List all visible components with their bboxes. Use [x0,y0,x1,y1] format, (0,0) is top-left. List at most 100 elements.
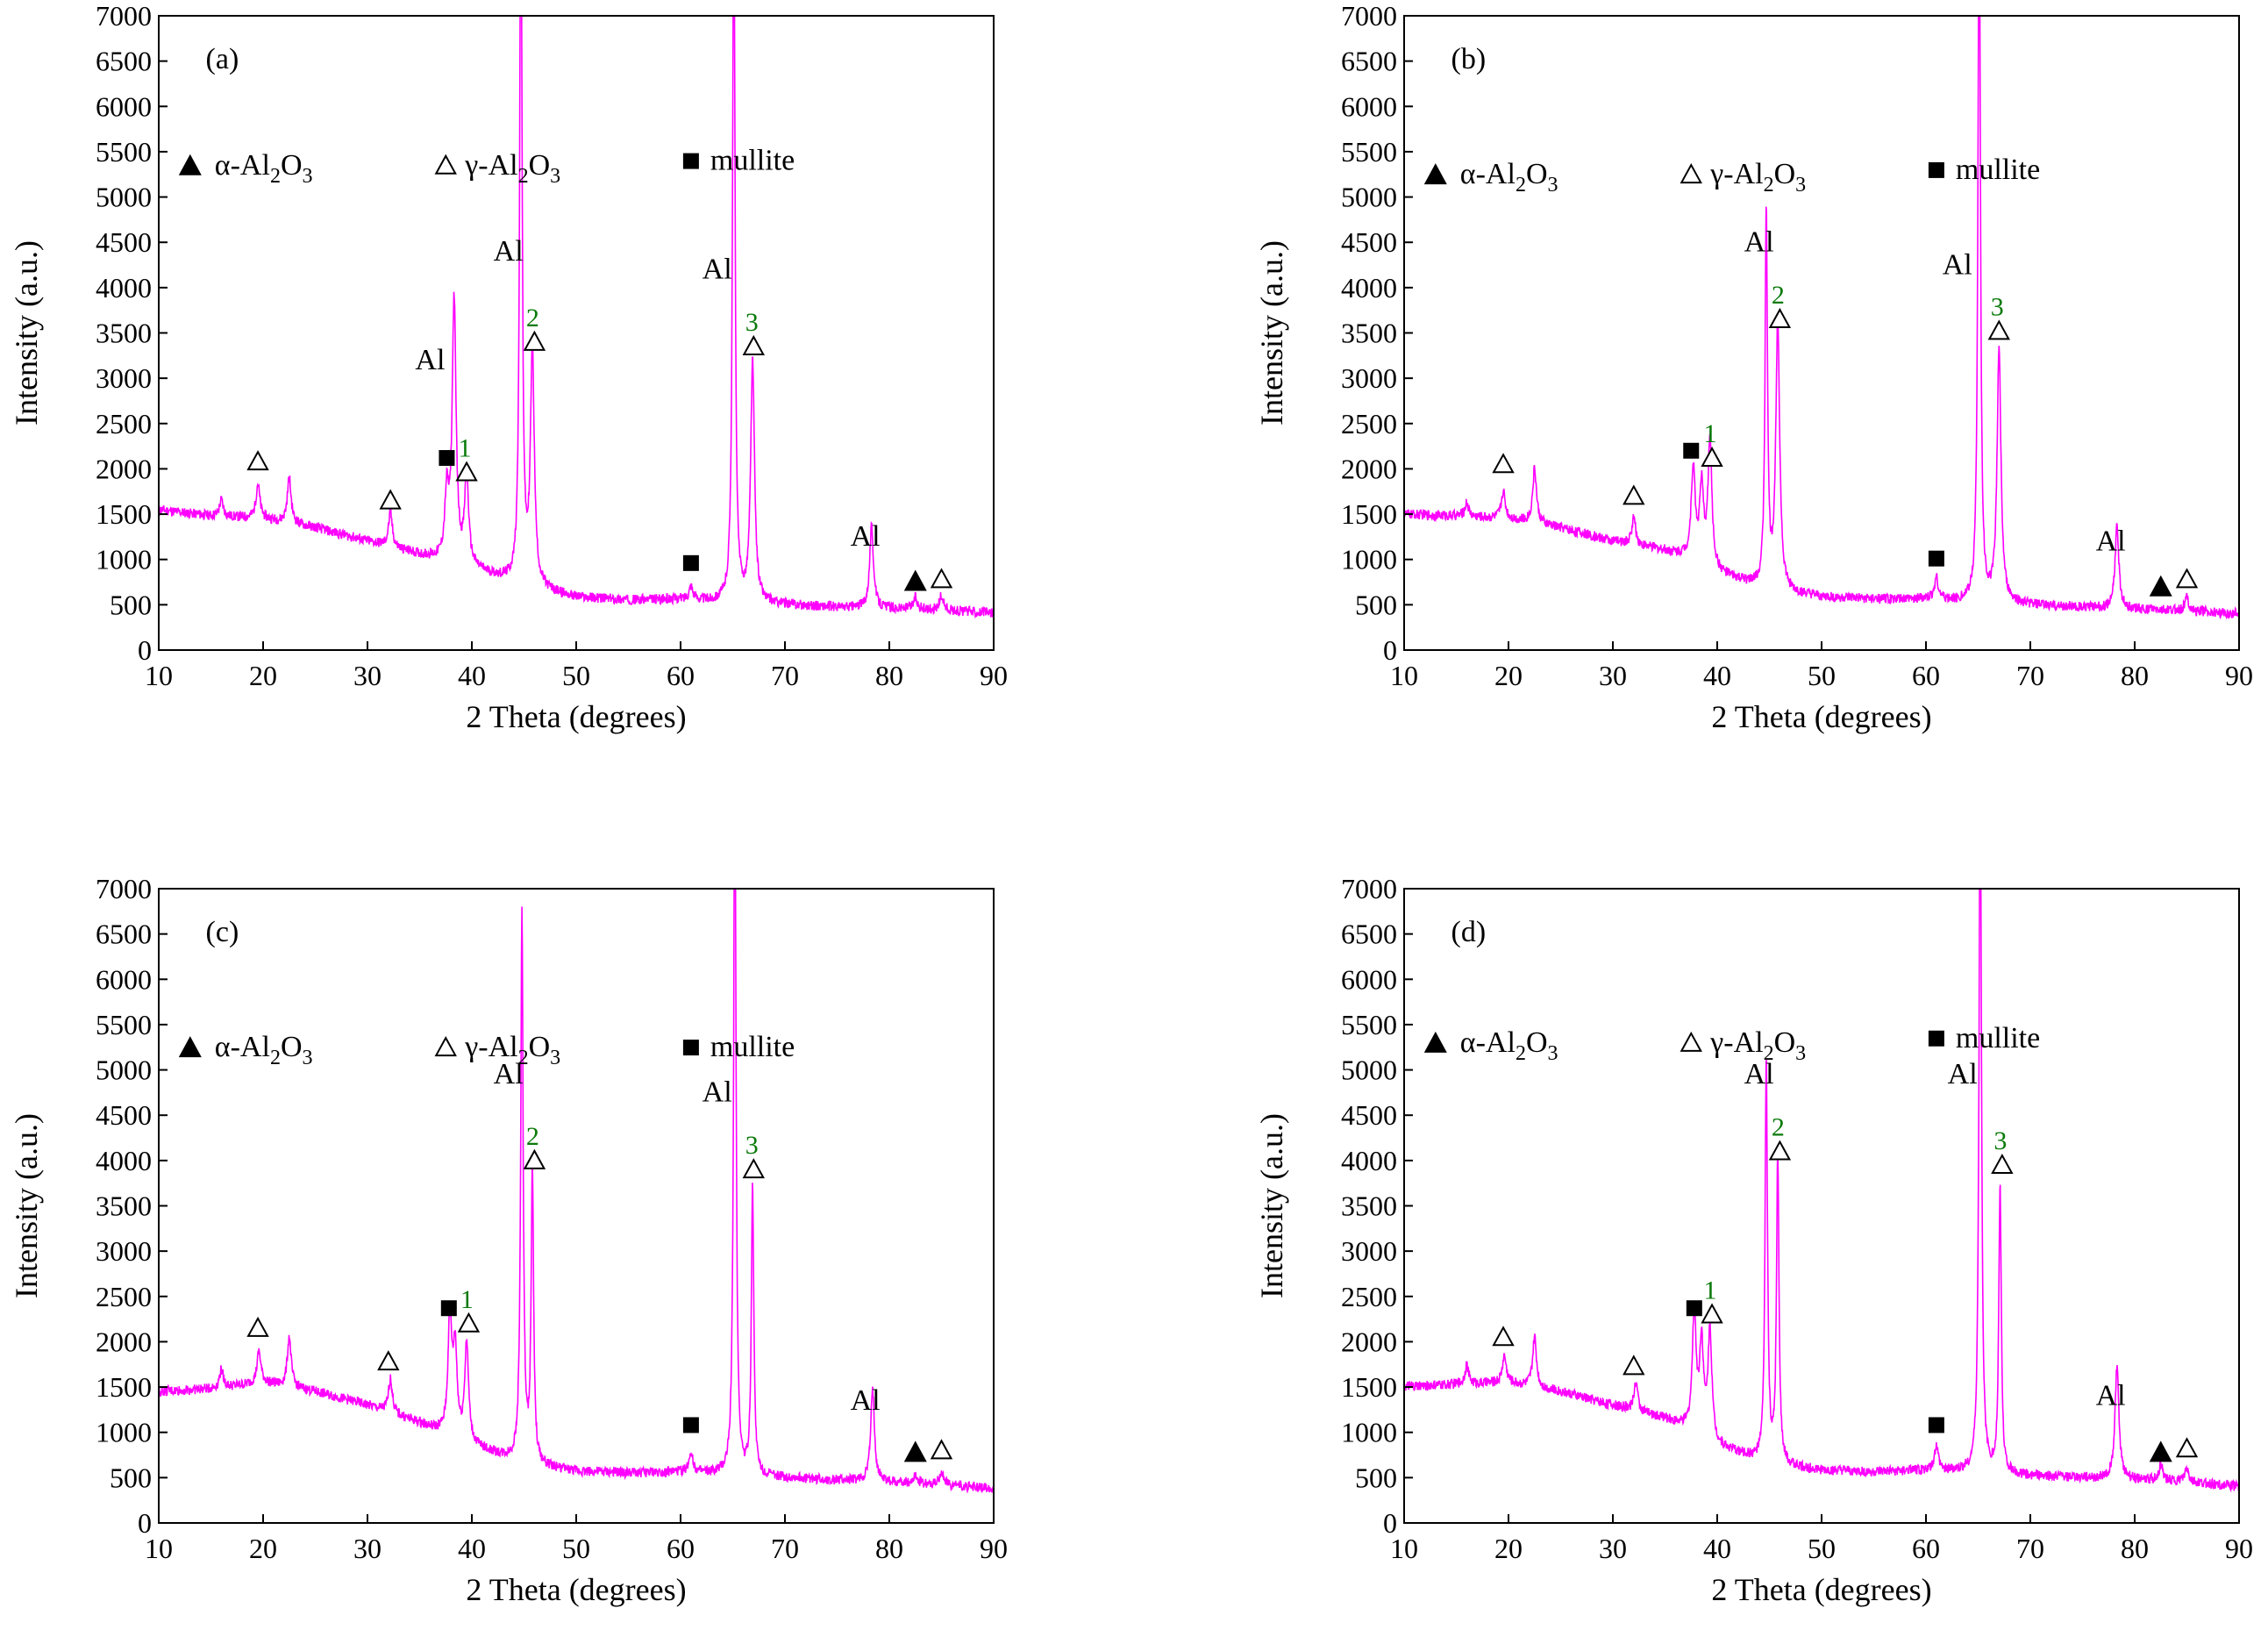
x-tick-label: 50 [562,660,590,691]
gamma-marker [1768,1140,1792,1161]
x-tick-label: 70 [771,1533,799,1564]
gamma-marker [742,334,765,355]
x-tick-label: 50 [1808,660,1836,691]
y-tick-label: 3500 [1341,1190,1397,1222]
legend-mullite-label: mullite [710,145,795,177]
y-tick-label: 7000 [1341,0,1397,32]
legend-gamma-label: γ-Al2O3 [464,1031,560,1069]
legend-text-part: γ-Al [464,1031,517,1063]
peak-number: 1 [1704,419,1717,448]
gamma-marker [930,568,953,589]
legend-subscript: 3 [1795,174,1806,197]
x-tick-label: 90 [980,660,1008,691]
x-axis-title: 2 Theta (degrees) [1711,699,1931,734]
alpha-marker [178,1036,202,1058]
x-tick-label: 80 [2121,1533,2149,1564]
x-tick-label: 50 [562,1533,590,1564]
legend-subscript: 2 [1516,1042,1526,1065]
y-tick-label: 4500 [96,1099,152,1131]
y-tick-label: 4500 [1341,1099,1397,1131]
gamma-marker [1492,453,1515,474]
xrd-trace [159,889,994,1494]
y-tick-label: 4000 [1341,272,1397,304]
x-tick-label: 40 [1703,1533,1731,1564]
x-tick-label: 80 [2121,660,2149,691]
y-tick-label: 1000 [1341,1417,1397,1448]
gamma-marker [523,1148,546,1169]
legend-gamma-label: γ-Al2O3 [464,149,560,188]
y-axis-title: Intensity (a.u.) [9,1113,44,1298]
gamma-marker [1768,307,1792,329]
y-tick-label: 4000 [1341,1145,1397,1176]
al-peak-label: Al [703,254,732,286]
al-peak-label: Al [703,1076,732,1109]
legend-subscript: 3 [303,1047,313,1069]
legend-subscript: 3 [550,1047,560,1069]
y-tick-label: 4000 [96,1145,152,1176]
legend-text-part: α-Al [215,149,270,182]
al-peak-label: Al [851,520,881,553]
alpha-marker [2149,575,2172,597]
chart-a-svg: 0 500 1000 1500 2000 2500 3000 3500 4000 4500 5000… [9,0,1008,734]
y-tick-label: 2500 [96,1281,152,1312]
y-tick-label: 3000 [96,1235,152,1267]
mullite-marker [682,554,699,571]
peak-number: 1 [1704,1276,1717,1305]
x-tick-label: 30 [353,660,382,691]
legend-alpha-label: α-Al2O3 [1460,158,1558,197]
x-tick-label: 10 [1390,1533,1418,1564]
y-tick-label: 6500 [1341,919,1397,950]
x-tick-label: 20 [249,660,277,691]
xrd-trace [159,16,994,619]
x-tick-label: 40 [1703,660,1731,691]
y-tick-label: 2500 [1341,408,1397,440]
legend-text-part: α-Al [1460,158,1516,190]
y-tick-label: 2000 [1341,1326,1397,1357]
al-peak-label: Al [1943,248,1972,281]
legend-mullite-label: mullite [710,1031,795,1063]
gamma-marker [1623,484,1645,505]
gamma-marker [455,461,478,482]
x-tick-label: 30 [353,1533,382,1564]
x-tick-label: 50 [1808,1533,1836,1564]
panel-label: (a) [206,43,239,75]
plot-frame [158,888,995,1524]
xrd-panel-b: 0 500 1000 1500 2000 2500 3000 3500 4000 4500 5000… [1245,0,2253,763]
gamma-marker [1680,163,1702,184]
y-tick-label: 500 [1355,1462,1397,1493]
mullite-marker [1928,550,1944,567]
chart-b-svg: 0 500 1000 1500 2000 2500 3000 3500 4000 4500 5000… [1254,0,2253,734]
x-tick-label: 20 [1494,1533,1523,1564]
al-peak-label: Al [851,1384,881,1417]
legend-alpha-label: α-Al2O3 [215,1031,313,1069]
y-axis-title: Intensity (a.u.) [1254,240,1289,425]
x-tick-label: 60 [667,660,695,691]
y-tick-label: 4000 [96,272,152,304]
x-tick-label: 60 [1912,660,1940,691]
gamma-marker [523,330,546,351]
legend-subscript: 3 [1548,174,1558,197]
y-tick-label: 7000 [1341,873,1397,904]
x-tick-label: 80 [875,660,903,691]
xrd-panel-a: 0 500 1000 1500 2000 2500 3000 3500 4000 4500 5000… [0,0,1008,763]
gamma-marker [434,1036,457,1057]
x-tick-label: 20 [249,1533,277,1564]
x-axis-title: 2 Theta (degrees) [1711,1572,1931,1607]
x-tick-label: 20 [1494,660,1523,691]
x-tick-label: 30 [1599,1533,1627,1564]
x-tick-label: 10 [145,660,173,691]
y-tick-label: 5000 [1341,1054,1397,1086]
peak-number: 2 [1772,281,1785,310]
legend-text-part: α-Al [215,1031,270,1063]
y-tick-label: 5000 [1341,182,1397,213]
gamma-marker [1991,1153,2014,1175]
y-tick-label: 7000 [96,0,152,32]
gamma-marker [1623,1355,1645,1376]
y-tick-label: 1000 [96,1417,152,1448]
y-tick-label: 3500 [96,1190,152,1222]
alpha-marker [903,1440,927,1462]
alpha-marker [1423,163,1447,185]
y-tick-label: 500 [110,589,152,620]
y-tick-label: 5500 [96,1009,152,1040]
gamma-marker [1680,1031,1702,1052]
